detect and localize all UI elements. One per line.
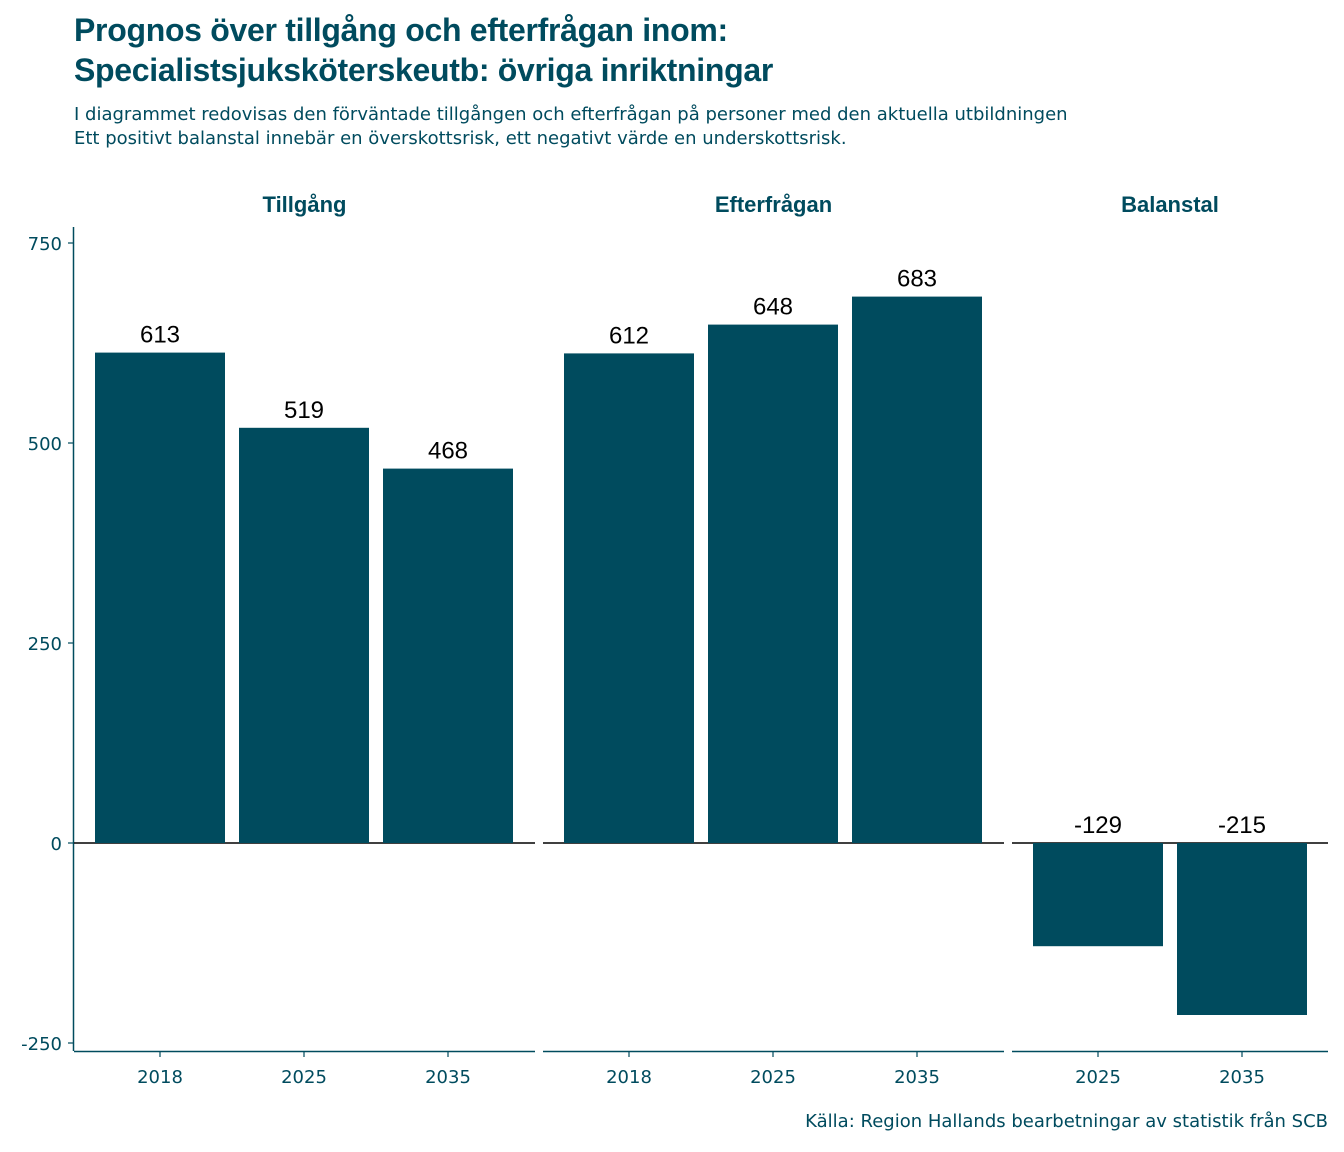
data-label: 468 [428, 438, 468, 465]
y-tick-label: 750 [28, 234, 62, 255]
data-label: 612 [609, 322, 649, 349]
x-tick-label: 2025 [750, 1067, 796, 1088]
y-tick-label: 0 [51, 834, 62, 855]
x-tick-label: 2018 [606, 1067, 652, 1088]
chart-subtitle-line-2: Ett positivt balanstal innebär en översk… [74, 128, 847, 149]
chart-title-line-1: Prognos över tillgång och efterfrågan in… [74, 12, 728, 48]
bar [708, 324, 838, 844]
x-tick-label: 2035 [894, 1067, 940, 1088]
bar [383, 468, 513, 843]
data-label: 613 [140, 322, 180, 349]
chart-subtitle: I diagrammet redovisas den förväntade ti… [74, 103, 1068, 151]
chart-caption: Källa: Region Hallands bearbetningar av … [805, 1111, 1328, 1132]
chart-subtitle-line-1: I diagrammet redovisas den förväntade ti… [74, 104, 1068, 125]
bar [1033, 843, 1163, 947]
x-tick-label: 2035 [1219, 1067, 1265, 1088]
data-label: 519 [284, 397, 324, 424]
x-tick-label: 2018 [137, 1067, 183, 1088]
y-tick-label: -250 [21, 1034, 62, 1055]
chart-title: Prognos över tillgång och efterfrågan in… [74, 10, 773, 90]
facet-label: Balanstal [1121, 192, 1219, 217]
bar [95, 352, 225, 843]
facet-label: Efterfrågan [715, 192, 832, 217]
data-label: 648 [753, 294, 793, 321]
data-label: -129 [1074, 812, 1122, 839]
data-label: -215 [1218, 812, 1266, 839]
x-tick-label: 2025 [281, 1067, 327, 1088]
bar [1177, 843, 1307, 1015]
bar [239, 427, 369, 843]
y-tick-label: 500 [28, 434, 62, 455]
bar [564, 353, 694, 843]
y-tick-label: 250 [28, 634, 62, 655]
chart-title-line-2: Specialistsjuksköterskeutb: övriga inrik… [74, 52, 774, 88]
x-tick-label: 2035 [425, 1067, 471, 1088]
x-tick-label: 2025 [1075, 1067, 1121, 1088]
bar [852, 296, 982, 844]
data-label: 683 [897, 266, 937, 293]
facet-label: Tillgång [263, 192, 347, 217]
